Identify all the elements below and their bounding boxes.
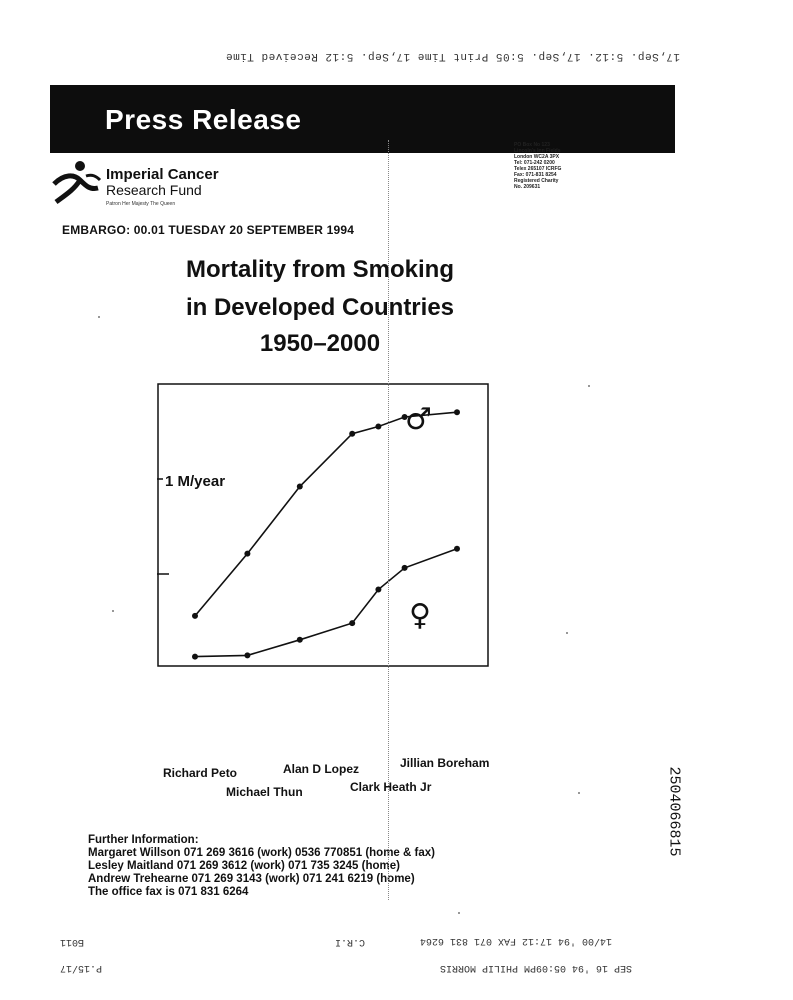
press-release-banner [50, 85, 675, 153]
contact-line: Andrew Trehearne 071 269 3143 (work) 071… [88, 873, 415, 885]
data-point [296, 483, 303, 490]
footer-page-code: P.15/17 [60, 962, 103, 973]
mortality-chart: 1 M/year ♂ ♀ [157, 383, 489, 667]
data-point [454, 545, 460, 552]
footer-fax-line: 14/00 '94 17:12 FAX 071 831 6264 [420, 935, 613, 946]
data-point [349, 620, 356, 627]
author-name: Richard Peto [163, 766, 238, 780]
address-line: Lincoln's Inn Fields [514, 148, 561, 154]
address-line: Tel: 071-242 0200 [514, 160, 555, 166]
document-id: 2504066815 [665, 766, 683, 857]
address-line: Registered Charity [514, 178, 559, 184]
contact-line: Margaret Willson 071 269 3616 (work) 053… [88, 847, 435, 859]
data-point [375, 423, 382, 430]
banner-title: Press Release [105, 104, 302, 135]
address-line: PO Box No 123 [514, 142, 550, 148]
address-block: PO Box No 123 Lincoln's Inn Fields Londo… [514, 142, 594, 190]
title-line-3: 1950–2000 [259, 330, 381, 357]
scan-speck [112, 610, 114, 612]
data-point [192, 653, 198, 660]
author-name: Alan D Lopez [283, 762, 360, 776]
scan-speck [566, 632, 568, 634]
address-line: Telex 265107 ICRFG [514, 166, 562, 172]
series-line-0 [194, 411, 458, 617]
data-point [244, 652, 251, 659]
scan-speck [458, 912, 460, 914]
footer-sender-line: SEP 16 '94 05:09PM PHILIP MORRIS [440, 962, 633, 973]
series-layer [192, 409, 460, 660]
chart-frame [157, 383, 489, 667]
contact-line: Lesley Maitland 071 269 3612 (work) 071 … [88, 860, 400, 872]
data-point [401, 414, 408, 420]
scan-speck [578, 792, 580, 794]
logo-subname: Research Fund [106, 182, 202, 198]
data-point [454, 409, 460, 416]
title-line-2: in Developed Countries [185, 294, 455, 321]
scan-speck [98, 316, 100, 318]
data-point [192, 612, 198, 619]
data-point [375, 586, 382, 593]
data-point [349, 430, 356, 437]
y-axis-label: 1 M/year [165, 473, 225, 490]
author-name: Michael Thun [226, 785, 303, 799]
fold-line [388, 140, 390, 900]
address-line: London WC2A 3PX [514, 154, 560, 160]
logo-patron-line: Patron Her Majesty The Queen [106, 201, 176, 207]
address-line: No. 209631 [514, 184, 541, 190]
embargo-notice: EMBARGO: 00.01 TUESDAY 20 SEPTEMBER 1994 [62, 223, 355, 237]
logo-name: Imperial Cancer [106, 166, 219, 183]
address-line: Fax: 071-831 8254 [514, 172, 557, 178]
footer-left-code: Б011 [60, 936, 85, 947]
scan-speck [588, 385, 590, 387]
author-name: Jillian Boreham [400, 756, 490, 770]
icrf-logo-icon [52, 161, 102, 205]
contact-heading: Further Information: [88, 834, 199, 846]
data-point [244, 550, 251, 557]
male-symbol: ♂ [405, 402, 432, 437]
data-point [401, 564, 408, 571]
contact-line: The office fax is 071 831 6264 [88, 886, 249, 898]
data-point [296, 636, 303, 643]
footer-code: C.R.I [335, 936, 366, 947]
author-name: Clark Heath Jr [350, 780, 432, 794]
contact-information: Further Information: Margaret Willson 07… [88, 834, 435, 899]
female-symbol: ♀ [409, 598, 431, 633]
title-line-1: Mortality from Smoking [185, 256, 455, 283]
fax-header-line: 17,Sep. 5:12. 17,Sep. 5:05 Print Time 17… [225, 50, 680, 62]
